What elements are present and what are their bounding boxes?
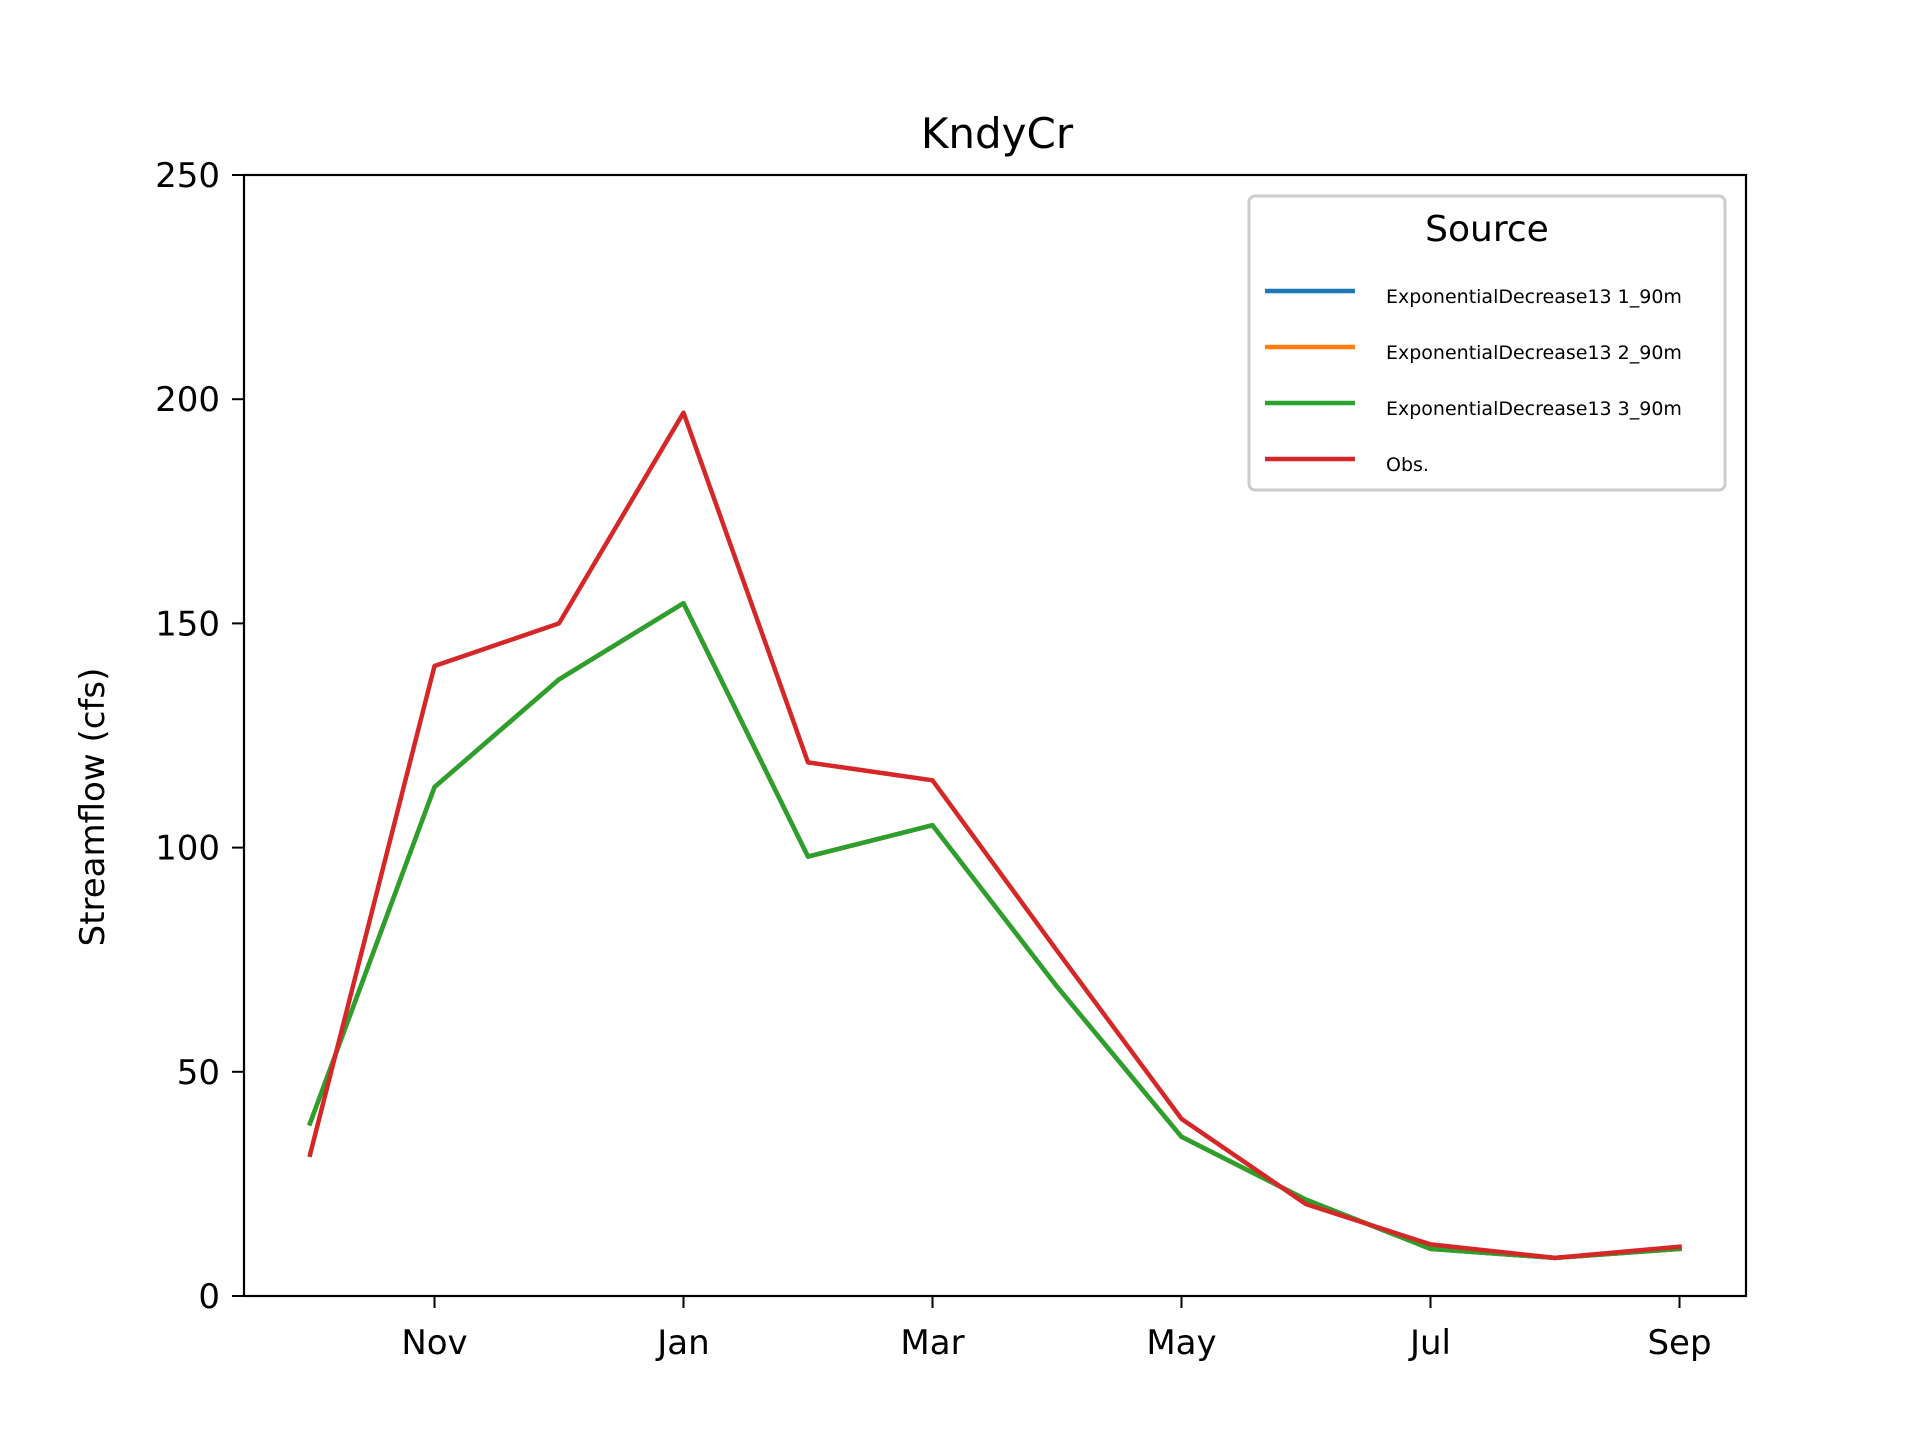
x-tick-label: Mar — [900, 1323, 964, 1363]
series-line-3 — [307, 600, 1682, 1261]
x-tick-label: May — [1146, 1323, 1216, 1363]
series-lines — [307, 410, 1682, 1261]
legend-entry-label: ExponentialDecrease13 3_90m — [1386, 398, 1682, 420]
y-tick-label: 200 — [155, 380, 220, 420]
series-line-1 — [307, 600, 1682, 1261]
x-tick-label: Jan — [655, 1323, 709, 1363]
y-axis-label: Streamflow (cfs) — [73, 668, 113, 947]
y-tick-label: 50 — [177, 1053, 220, 1093]
legend-frame — [1247, 194, 1727, 492]
x-tick-label: Jul — [1408, 1323, 1451, 1363]
x-tick-label: Nov — [401, 1323, 467, 1363]
series-line-2 — [307, 600, 1682, 1261]
plot-frame — [242, 173, 1748, 1298]
y-tick-label: 250 — [155, 156, 220, 196]
plot-area — [242, 173, 1748, 1298]
x-tick-label: Sep — [1647, 1323, 1711, 1363]
chart-title: KndyCr — [921, 109, 1074, 158]
legend-entry-label: ExponentialDecrease13 2_90m — [1386, 342, 1682, 364]
y-tick-label: 100 — [155, 829, 220, 869]
y-axis: 0 50 100 150 200 250 — [155, 156, 244, 1317]
x-axis: Nov Jan Mar May Jul Sep — [401, 1296, 1712, 1363]
y-tick-label: 0 — [198, 1277, 220, 1317]
series-line-4 — [307, 410, 1682, 1261]
legend-entry-label: Obs. — [1386, 454, 1429, 476]
legend-title: Source — [1425, 209, 1549, 250]
y-tick-label: 150 — [155, 604, 220, 644]
legend-entry-label: ExponentialDecrease13 1_90m — [1386, 286, 1682, 308]
legend: Source ExponentialDecrease13 1_90m Exponen… — [1247, 194, 1727, 492]
